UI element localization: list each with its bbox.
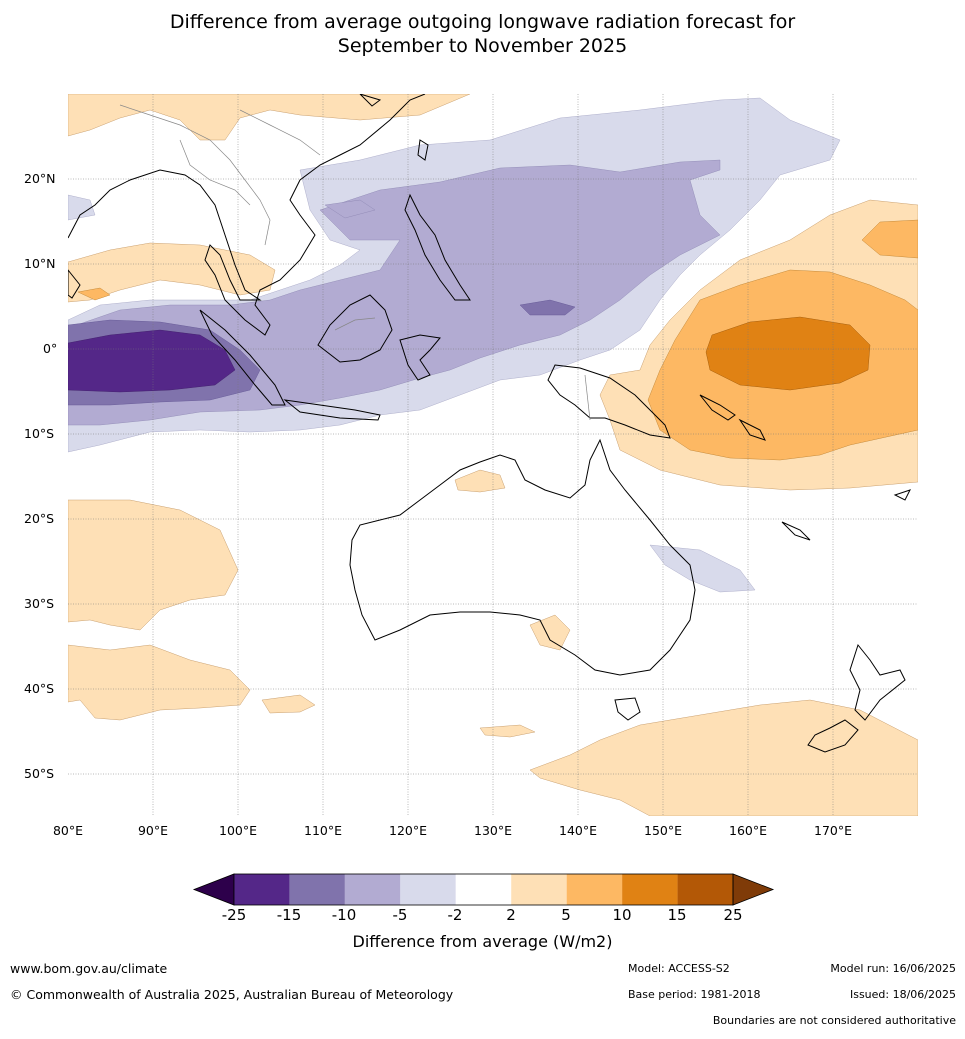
anomaly-positive-weak-region: [68, 94, 471, 141]
title-line-2: September to November 2025: [337, 35, 628, 57]
colorbar-swatch: [511, 874, 567, 905]
title-line-1: Difference from average outgoing longwav…: [169, 11, 796, 33]
footer-model: Model: ACCESS-S2: [628, 962, 730, 975]
lat-label: 50°S: [24, 766, 55, 781]
chart-title: Difference from average outgoing longwav…: [0, 10, 965, 58]
lon-label: 120°E: [388, 823, 428, 838]
country-borders: [119, 104, 591, 421]
colorbar-tick: 25: [723, 906, 743, 924]
lon-label: 80°E: [52, 823, 84, 838]
colorbar-swatch: [344, 874, 401, 905]
colorbar-swatch: [289, 874, 345, 905]
colorbar-tick: -10: [331, 906, 357, 924]
anomaly-positive-moderate-region: [861, 219, 918, 259]
footer-model-run: Model run: 16/06/2025: [830, 962, 956, 975]
colorbar-label: Difference from average (W/m2): [352, 932, 613, 951]
footer-base-period: Base period: 1981-2018: [628, 988, 761, 1001]
anomaly-positive-strong-region: [705, 316, 871, 391]
colorbar-swatch: [455, 874, 512, 905]
lat-label: 20°S: [24, 511, 55, 526]
footer-url: www.bom.gov.au/climate: [10, 961, 168, 976]
lat-label: 40°S: [24, 681, 55, 696]
colorbar-extend-high: [732, 873, 775, 906]
anomaly-positive-weak-region: [261, 694, 316, 714]
colorbar-swatch: [234, 874, 290, 905]
graticule: [68, 94, 918, 816]
colorbar-extend-low: [192, 873, 235, 906]
colorbar-swatch: [400, 874, 456, 905]
colorbar-tick: 2: [506, 906, 516, 924]
lat-label: 20°N: [24, 171, 56, 186]
anomaly-positive-weak-region: [68, 644, 251, 721]
anomaly-positive-weak-region: [454, 469, 506, 493]
lon-label: 110°E: [303, 823, 343, 838]
anomaly-negative-moderate-region: [324, 199, 376, 219]
anomaly-negative-weak-region: [649, 544, 756, 593]
lon-label: 130°E: [473, 823, 513, 838]
anomaly-field: [68, 94, 918, 816]
colorbar-tick: -15: [276, 906, 302, 924]
anomaly-positive-weak-region: [479, 724, 536, 738]
anomaly-positive-moderate-region: [77, 287, 111, 301]
lon-label: 150°E: [643, 823, 683, 838]
colorbar-tick: 5: [561, 906, 571, 924]
lat-label: 10°S: [24, 426, 55, 441]
lon-label: 90°E: [137, 823, 169, 838]
footer-disclaimer: Boundaries are not considered authoritat…: [712, 1014, 956, 1027]
colorbar-swatch: [677, 874, 733, 905]
colorbar-swatch: [566, 874, 623, 905]
anomaly-negative-strong-region: [519, 299, 576, 316]
colorbar-tick: 10: [612, 906, 632, 924]
lat-label: 30°S: [24, 596, 55, 611]
lon-label: 160°E: [728, 823, 768, 838]
anomaly-positive-weak-region: [529, 614, 571, 651]
colorbar: [192, 873, 775, 906]
lon-label: 170°E: [813, 823, 853, 838]
colorbar-tick: -2: [447, 906, 463, 924]
colorbar-tick: -5: [392, 906, 408, 924]
coastlines: [68, 94, 911, 753]
anomaly-negative-very-strong-region: [68, 329, 236, 393]
lat-label: 10°N: [24, 256, 56, 271]
colorbar-swatch: [622, 874, 678, 905]
lon-label: 100°E: [218, 823, 258, 838]
lat-label: 0°: [43, 341, 58, 356]
footer-issued: Issued: 18/06/2025: [849, 988, 956, 1001]
colorbar-tick: 15: [667, 906, 687, 924]
anomaly-positive-weak-region: [529, 699, 918, 816]
colorbar-frame: [233, 873, 734, 906]
anomaly-negative-weak-region: [68, 194, 96, 221]
colorbar-tick: -25: [221, 906, 247, 924]
footer-copyright: © Commonwealth of Australia 2025, Austra…: [10, 987, 454, 1002]
lon-label: 140°E: [558, 823, 598, 838]
